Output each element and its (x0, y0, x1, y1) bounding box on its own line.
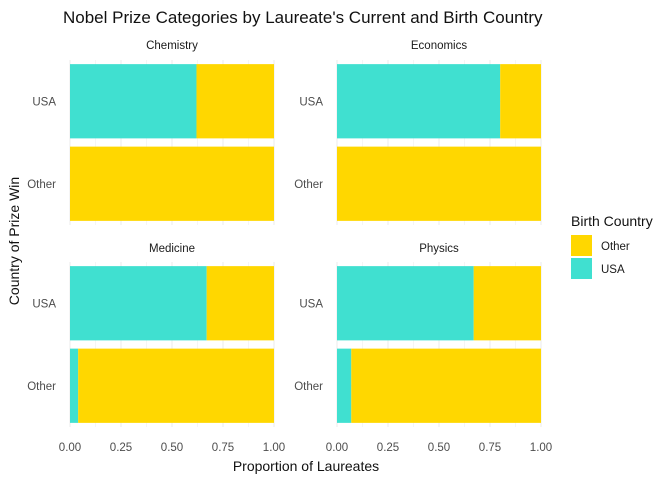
facet-panels: ChemistryUSAOtherEconomicsUSAOtherMedici… (27, 40, 552, 454)
legend-title: Birth Country (571, 213, 653, 229)
facet-label: Medicine (149, 243, 195, 255)
bar-medicine-usa-other (206, 266, 274, 341)
y-tick-label: USA (32, 96, 56, 108)
y-tick-label: Other (294, 381, 323, 393)
x-tick-label: 0.00 (59, 442, 81, 454)
bar-economics-other-other (337, 146, 541, 221)
y-tick-label: USA (299, 298, 323, 310)
x-axis-title: Proportion of Laureates (233, 458, 379, 474)
legend-swatch-other (571, 235, 592, 256)
x-tick-label: 1.00 (530, 442, 552, 454)
y-tick-label: Other (27, 381, 56, 393)
x-tick-label: 0.75 (479, 442, 501, 454)
x-tick-label: 0.00 (326, 442, 348, 454)
legend: Birth Country Other USA (571, 213, 653, 279)
bar-chemistry-usa-other (196, 64, 274, 139)
bar-economics-usa-other (500, 64, 541, 139)
bar-medicine-other-other (78, 348, 274, 423)
facet-label: Physics (419, 243, 459, 255)
x-tick-label: 0.25 (377, 442, 399, 454)
y-tick-label: Other (27, 179, 56, 191)
bar-medicine-usa-usa (70, 266, 207, 341)
facet-economics: Economics USA Other (294, 40, 542, 225)
y-tick-label: USA (299, 96, 323, 108)
bar-physics-other-other (351, 348, 541, 423)
x-tick-label: 0.50 (161, 442, 183, 454)
bar-physics-usa-other (473, 266, 541, 341)
facet-medicine: Medicine USA Other 0.00 0.25 0.50 0.75 1.00 (27, 243, 285, 454)
x-tick-label: 0.25 (110, 442, 132, 454)
bar-chemistry-other-other (70, 146, 274, 221)
facet-chemistry: Chemistry USA Other (27, 40, 275, 225)
legend-label-other: Other (601, 241, 630, 253)
y-tick-label: Other (294, 179, 323, 191)
bar-chemistry-usa-usa (70, 64, 197, 139)
facet-physics: Physics USA Other 0.00 0.25 0.50 0.75 1.00 (294, 243, 552, 454)
bar-medicine-other-usa (70, 348, 79, 423)
x-tick-label: 0.75 (212, 442, 234, 454)
facet-label: Economics (411, 40, 467, 52)
bar-physics-usa-usa (337, 266, 474, 341)
legend-swatch-usa (571, 258, 592, 279)
y-tick-label: USA (32, 298, 56, 310)
x-tick-label: 1.00 (263, 442, 285, 454)
facet-label: Chemistry (146, 40, 198, 52)
x-tick-label: 0.50 (428, 442, 450, 454)
bar-physics-other-usa (337, 348, 352, 423)
chart-title: Nobel Prize Categories by Laureate's Cur… (63, 8, 543, 27)
bar-economics-usa-usa (337, 64, 501, 139)
y-axis-title: Country of Prize Win (6, 177, 22, 305)
legend-label-usa: USA (601, 264, 625, 276)
